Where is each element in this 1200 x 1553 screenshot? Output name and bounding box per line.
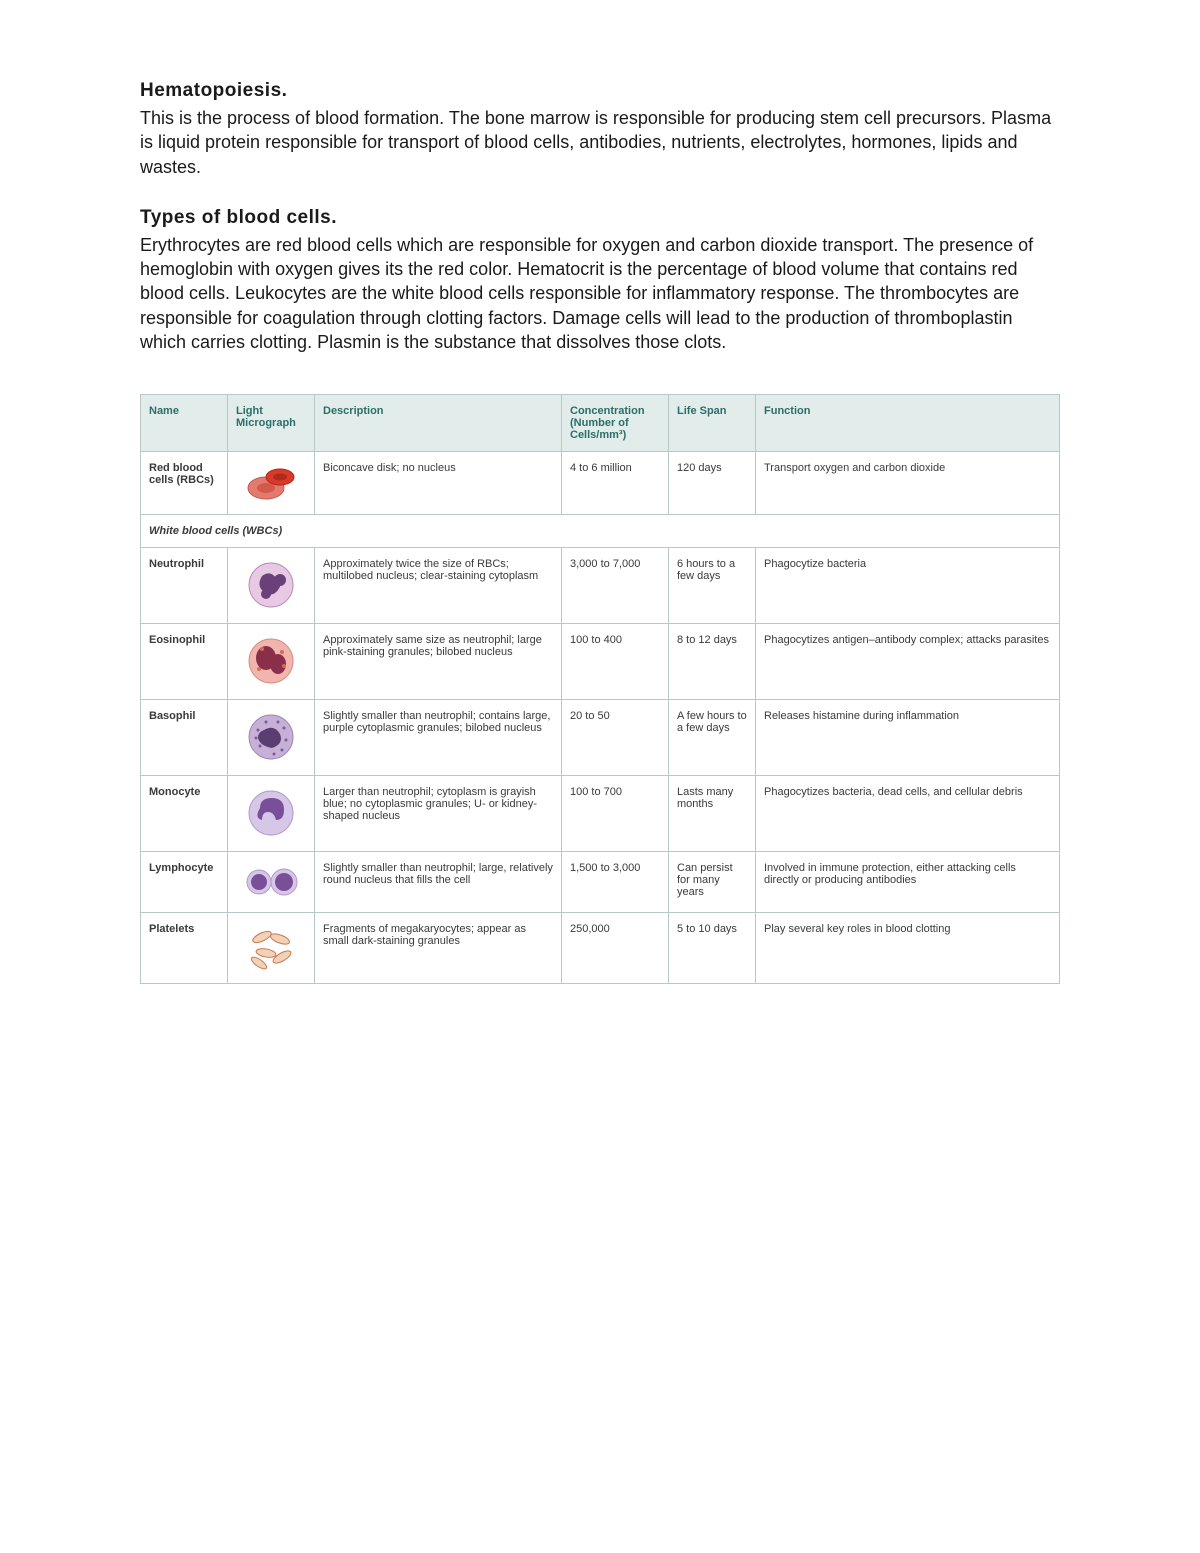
cell-function: Transport oxygen and carbon dioxide [756, 452, 1060, 515]
cell-concentration: 250,000 [562, 913, 669, 984]
cell-function: Play several key roles in blood clotting [756, 913, 1060, 984]
section-title-types: Types of blood cells. [140, 207, 1060, 229]
cell-micrograph [228, 776, 315, 852]
table-row: Basophil Slightly smaller than neutrophi… [141, 700, 1060, 776]
cell-concentration: 4 to 6 million [562, 452, 669, 515]
cell-micrograph [228, 548, 315, 624]
blood-cell-table-container: Name Light Micrograph Description Concen… [140, 394, 1060, 984]
cell-name: Basophil [141, 700, 228, 776]
cell-description: Slightly smaller than neutrophil; large,… [315, 852, 562, 913]
cell-description: Biconcave disk; no nucleus [315, 452, 562, 515]
col-concentration: Concentration (Number of Cells/mm³) [562, 395, 669, 452]
table-header-row: Name Light Micrograph Description Concen… [141, 395, 1060, 452]
cell-micrograph [228, 624, 315, 700]
cell-concentration: 1,500 to 3,000 [562, 852, 669, 913]
cell-function: Phagocytizes antigen–antibody complex; a… [756, 624, 1060, 700]
table-section-row: White blood cells (WBCs) [141, 515, 1060, 548]
lymphocyte-icon [244, 862, 299, 902]
cell-micrograph [228, 700, 315, 776]
cell-concentration: 100 to 700 [562, 776, 669, 852]
col-function: Function [756, 395, 1060, 452]
cell-description: Approximately same size as neutrophil; l… [315, 624, 562, 700]
cell-function: Involved in immune protection, either at… [756, 852, 1060, 913]
table-row: Monocyte Larger than neutrophil; cytopla… [141, 776, 1060, 852]
blood-cell-table: Name Light Micrograph Description Concen… [140, 394, 1060, 984]
col-name: Name [141, 395, 228, 452]
cell-micrograph [228, 913, 315, 984]
cell-lifespan: 6 hours to a few days [669, 548, 756, 624]
col-description: Description [315, 395, 562, 452]
cell-name: Platelets [141, 913, 228, 984]
col-micrograph: Light Micrograph [228, 395, 315, 452]
table-row: Neutrophil Approximately twice the size … [141, 548, 1060, 624]
cell-concentration: 100 to 400 [562, 624, 669, 700]
cell-name: Red blood cells (RBCs) [141, 452, 228, 515]
cell-lifespan: 5 to 10 days [669, 913, 756, 984]
cell-lifespan: A few hours to a few days [669, 700, 756, 776]
cell-name: Lymphocyte [141, 852, 228, 913]
cell-name: Monocyte [141, 776, 228, 852]
cell-description: Slightly smaller than neutrophil; contai… [315, 700, 562, 776]
table-row: Eosinophil Approximately same size as ne… [141, 624, 1060, 700]
cell-function: Phagocytize bacteria [756, 548, 1060, 624]
section-body-hematopoiesis: This is the process of blood formation. … [140, 106, 1060, 179]
table-section-label: White blood cells (WBCs) [141, 515, 1060, 548]
cell-concentration: 20 to 50 [562, 700, 669, 776]
cell-micrograph [228, 452, 315, 515]
cell-function: Releases histamine during inflammation [756, 700, 1060, 776]
cell-lifespan: Can persist for many years [669, 852, 756, 913]
section-body-types: Erythrocytes are red blood cells which a… [140, 233, 1060, 354]
cell-name: Neutrophil [141, 548, 228, 624]
basophil-icon [244, 710, 299, 765]
section-title-hematopoiesis: Hematopoiesis. [140, 80, 1060, 102]
cell-micrograph [228, 852, 315, 913]
cell-description: Fragments of megakaryocytes; appear as s… [315, 913, 562, 984]
table-row: Red blood cells (RBCs) Biconcave disk; n… [141, 452, 1060, 515]
eosinophil-icon [244, 634, 299, 689]
cell-name: Eosinophil [141, 624, 228, 700]
cell-lifespan: 8 to 12 days [669, 624, 756, 700]
cell-function: Phagocytizes bacteria, dead cells, and c… [756, 776, 1060, 852]
col-lifespan: Life Span [669, 395, 756, 452]
rbc-icon [244, 462, 299, 504]
table-row: Platelets Fragments of megakaryocytes; a… [141, 913, 1060, 984]
neutrophil-icon [244, 558, 299, 613]
cell-lifespan: 120 days [669, 452, 756, 515]
platelets-icon [244, 923, 299, 973]
table-row: Lymphocyte Slightly smaller than neutrop… [141, 852, 1060, 913]
monocyte-icon [244, 786, 299, 841]
cell-description: Larger than neutrophil; cytoplasm is gra… [315, 776, 562, 852]
cell-concentration: 3,000 to 7,000 [562, 548, 669, 624]
cell-lifespan: Lasts many months [669, 776, 756, 852]
cell-description: Approximately twice the size of RBCs; mu… [315, 548, 562, 624]
